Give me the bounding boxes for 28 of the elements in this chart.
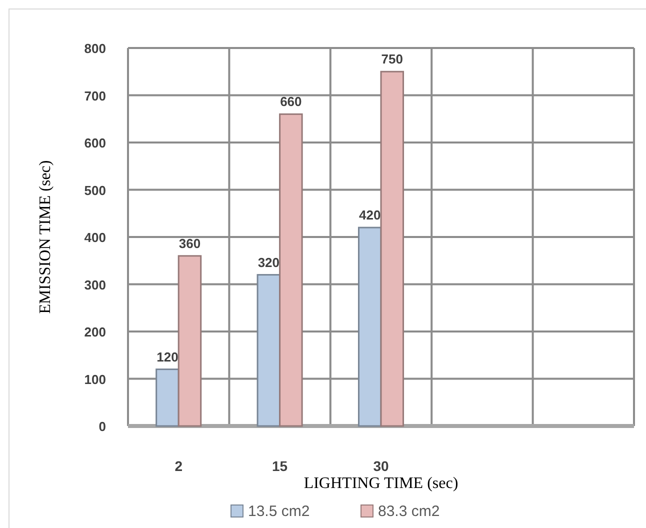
- x-axis-title: LIGHTING TIME (sec): [304, 475, 458, 492]
- data-label: 320: [258, 254, 280, 270]
- y-tick-label: 100: [84, 372, 106, 387]
- y-tick-label: 200: [84, 324, 106, 340]
- legend-label: 83.3 cm2: [378, 503, 440, 520]
- y-axis-title: EMISSION TIME (sec): [37, 160, 54, 314]
- y-tick-label: 600: [84, 136, 106, 150]
- y-tick-label: 700: [84, 88, 106, 104]
- y-tick-label: 300: [84, 277, 106, 292]
- bar: [279, 113, 303, 427]
- data-label: 420: [359, 208, 381, 223]
- y-tick-label: 800: [84, 41, 106, 56]
- x-tick-label: 2: [174, 458, 183, 474]
- data-label: 360: [178, 236, 201, 251]
- bar: [256, 274, 281, 427]
- y-tick-label: 500: [84, 182, 106, 198]
- bar: [178, 255, 202, 427]
- data-label: 660: [280, 94, 302, 110]
- bar: [380, 70, 404, 427]
- data-label: 120: [156, 349, 178, 364]
- y-tick-label: 0: [98, 419, 106, 434]
- legend-label: 13.5 cm2: [248, 503, 310, 520]
- bar: [156, 368, 180, 427]
- data-label: 750: [381, 52, 403, 67]
- bar: [358, 226, 382, 427]
- y-tick-label: 400: [84, 230, 106, 245]
- x-tick-label: 15: [272, 458, 288, 474]
- x-tick-label: 30: [373, 458, 389, 474]
